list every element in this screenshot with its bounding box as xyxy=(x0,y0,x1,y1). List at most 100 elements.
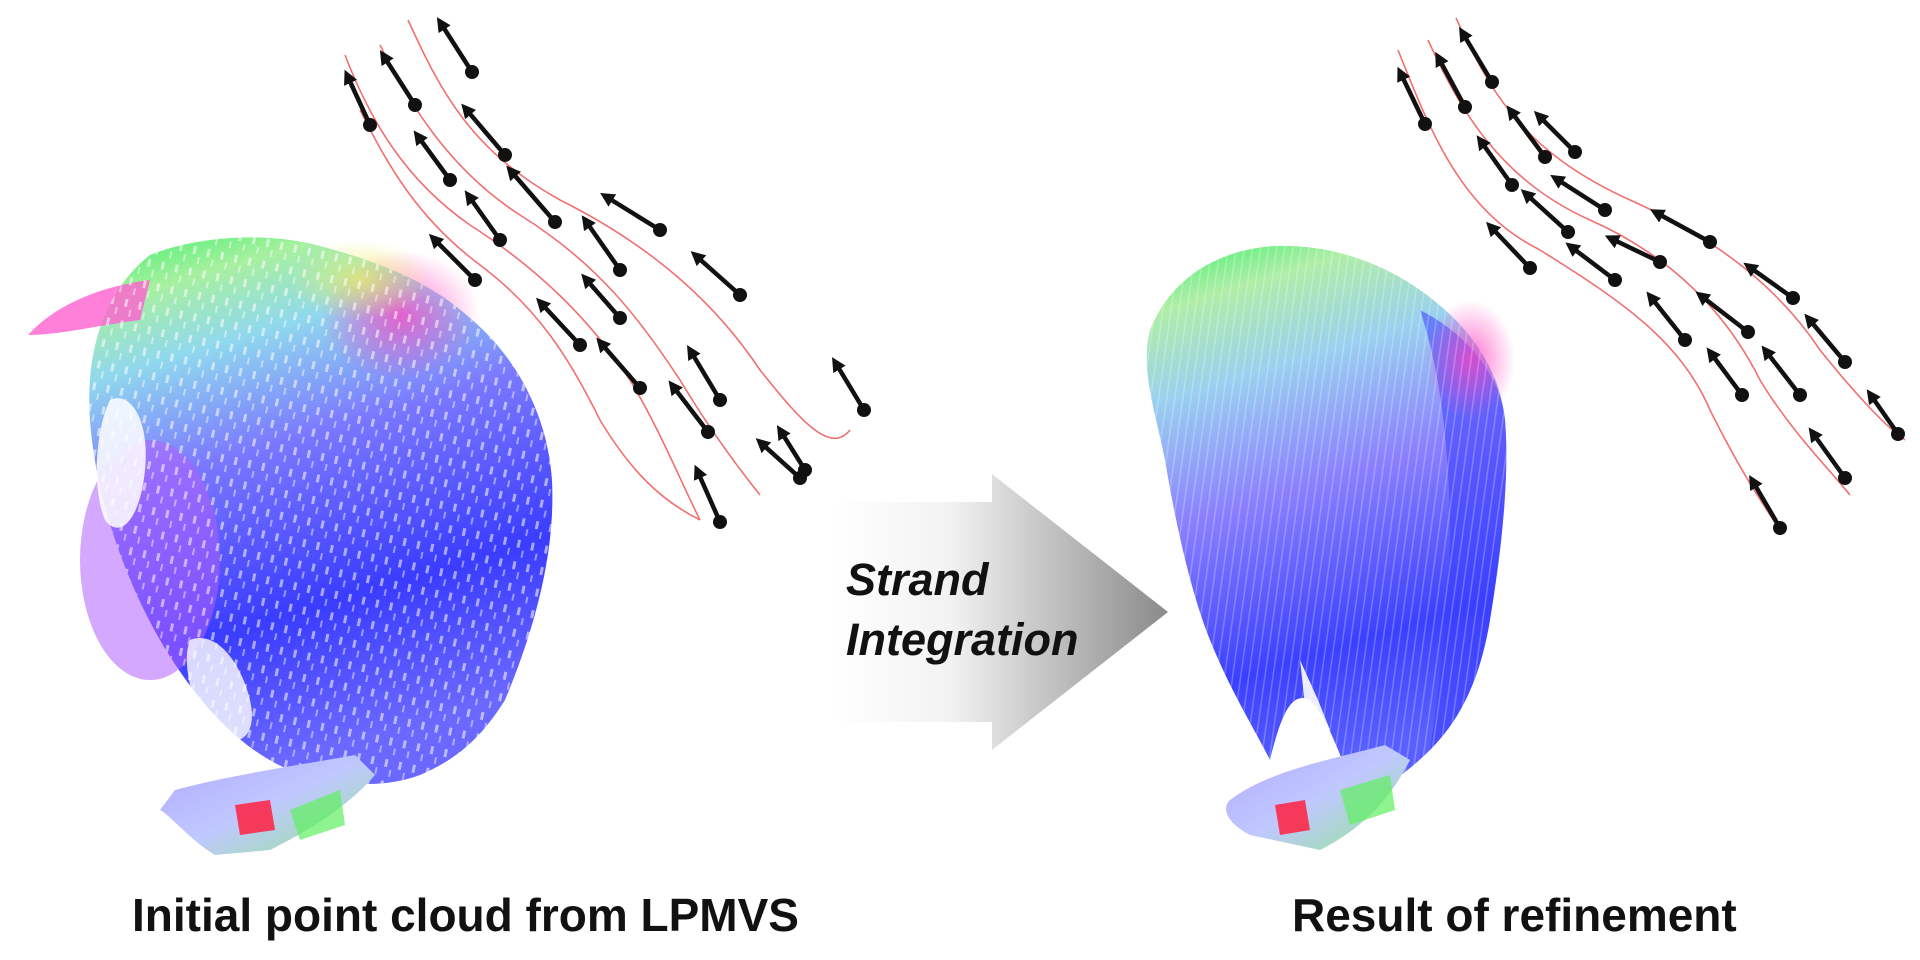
vector-shaft xyxy=(1550,174,1607,212)
arrow-with-dot-icon xyxy=(536,297,587,352)
left-cloud-hole xyxy=(186,638,252,741)
arrow-with-dot-icon xyxy=(379,50,422,112)
vector-origin-dot xyxy=(1741,325,1755,339)
vector-origin-dot xyxy=(465,65,479,79)
arrow-with-dot-icon xyxy=(428,233,482,287)
vector-shaft xyxy=(1506,105,1547,159)
arrow-with-dot-icon xyxy=(1649,209,1717,249)
vector-origin-dot xyxy=(633,381,647,395)
strand-curve xyxy=(1427,39,1851,496)
strand-curve xyxy=(1455,17,1906,441)
arrow-with-dot-icon xyxy=(1808,427,1852,485)
arrow-with-dot-icon xyxy=(581,215,627,277)
arrow-with-dot-icon xyxy=(1604,235,1667,269)
refined-point-cloud xyxy=(1146,245,1515,850)
arrow-with-dot-icon xyxy=(506,165,562,229)
vector-origin-dot xyxy=(701,425,715,439)
arrow-with-dot-icon xyxy=(1520,189,1575,239)
vector-origin-dot xyxy=(1891,427,1905,441)
arrow-with-dot-icon xyxy=(690,251,747,302)
arrow-with-dot-icon xyxy=(436,17,479,79)
vector-shaft xyxy=(461,103,507,157)
arrow-with-dot-icon xyxy=(832,357,871,417)
arrow-with-dot-icon xyxy=(1397,66,1432,131)
arrow-with-dot-icon xyxy=(1476,135,1519,192)
vector-shaft xyxy=(1649,209,1712,244)
vector-shaft xyxy=(1520,189,1570,234)
vector-origin-dot xyxy=(493,233,507,247)
vector-shaft xyxy=(1808,427,1847,480)
vector-origin-dot xyxy=(498,148,512,162)
vector-shaft xyxy=(581,273,622,320)
arrow-with-dot-icon xyxy=(1749,475,1787,535)
vector-shaft xyxy=(1565,242,1617,282)
vector-shaft xyxy=(506,165,557,224)
arrow-with-dot-icon xyxy=(1565,242,1622,287)
vector-origin-dot xyxy=(363,118,377,132)
arrow-with-dot-icon xyxy=(344,69,377,132)
arrow-with-dot-icon xyxy=(1435,51,1472,114)
strand-curve xyxy=(407,19,851,440)
arrow-with-dot-icon xyxy=(461,103,512,162)
vector-shaft xyxy=(832,357,866,412)
vector-origin-dot xyxy=(1561,225,1575,239)
vector-origin-dot xyxy=(1653,255,1667,269)
arrow-with-dot-icon xyxy=(1533,110,1582,159)
vector-shaft xyxy=(1435,51,1467,109)
arrow-with-dot-icon xyxy=(1804,313,1852,369)
vector-shaft xyxy=(1743,262,1795,300)
left-cloud-hole xyxy=(96,398,146,528)
arrow-with-dot-icon xyxy=(776,425,812,477)
arrow-with-dot-icon xyxy=(1550,174,1612,217)
arrow-with-dot-icon xyxy=(581,273,627,325)
vector-origin-dot xyxy=(1505,178,1519,192)
vector-shaft xyxy=(668,380,710,434)
vector-origin-dot xyxy=(1485,75,1499,89)
vector-shaft xyxy=(690,251,742,297)
block-arrow-icon xyxy=(835,474,1168,750)
vector-origin-dot xyxy=(548,215,562,229)
vector-shaft xyxy=(581,215,622,272)
right-cloud-base xyxy=(1226,745,1410,850)
vector-origin-dot xyxy=(1598,203,1612,217)
vector-origin-dot xyxy=(1568,145,1582,159)
vector-origin-dot xyxy=(713,515,727,529)
vector-shaft xyxy=(344,69,373,126)
left-cloud-speckle-overlay xyxy=(89,237,553,785)
arrow-label-line1: Strand xyxy=(846,554,989,605)
arrow-with-dot-icon xyxy=(1706,347,1749,402)
vector-origin-dot xyxy=(1418,117,1432,131)
vector-origin-dot xyxy=(468,273,482,287)
arrow-with-dot-icon xyxy=(1866,389,1905,441)
vector-shaft xyxy=(1804,313,1847,364)
arrow-with-dot-icon xyxy=(668,380,715,439)
vector-origin-dot xyxy=(1838,355,1852,369)
vector-origin-dot xyxy=(1773,521,1787,535)
right-cloud-base-green xyxy=(1340,775,1395,825)
vector-shaft xyxy=(1476,135,1514,187)
vector-origin-dot xyxy=(1838,471,1852,485)
vector-origin-dot xyxy=(857,403,871,417)
vector-shaft xyxy=(1761,345,1802,397)
arrow-with-dot-icon xyxy=(600,192,667,237)
vector-origin-dot xyxy=(443,173,457,187)
left-cloud-base-red xyxy=(235,800,275,835)
arrow-with-dot-icon xyxy=(413,130,457,187)
vector-origin-dot xyxy=(613,263,627,277)
arrow-with-dot-icon xyxy=(596,337,647,395)
vector-shaft xyxy=(436,17,474,74)
vector-shaft xyxy=(1397,66,1428,125)
arrow-with-dot-icon xyxy=(1695,291,1755,339)
vector-origin-dot xyxy=(1608,273,1622,287)
vector-origin-dot xyxy=(653,223,667,237)
right-orientation-field xyxy=(1397,17,1906,535)
left-orientation-field xyxy=(344,17,871,529)
left-cloud-base-green xyxy=(290,790,345,840)
arrow-with-dot-icon xyxy=(1743,262,1800,305)
right-cloud-gap xyxy=(1300,660,1330,740)
vector-shaft xyxy=(536,297,582,347)
vector-shaft xyxy=(1706,347,1744,397)
vector-origin-dot xyxy=(1793,388,1807,402)
vector-origin-dot xyxy=(613,311,627,325)
